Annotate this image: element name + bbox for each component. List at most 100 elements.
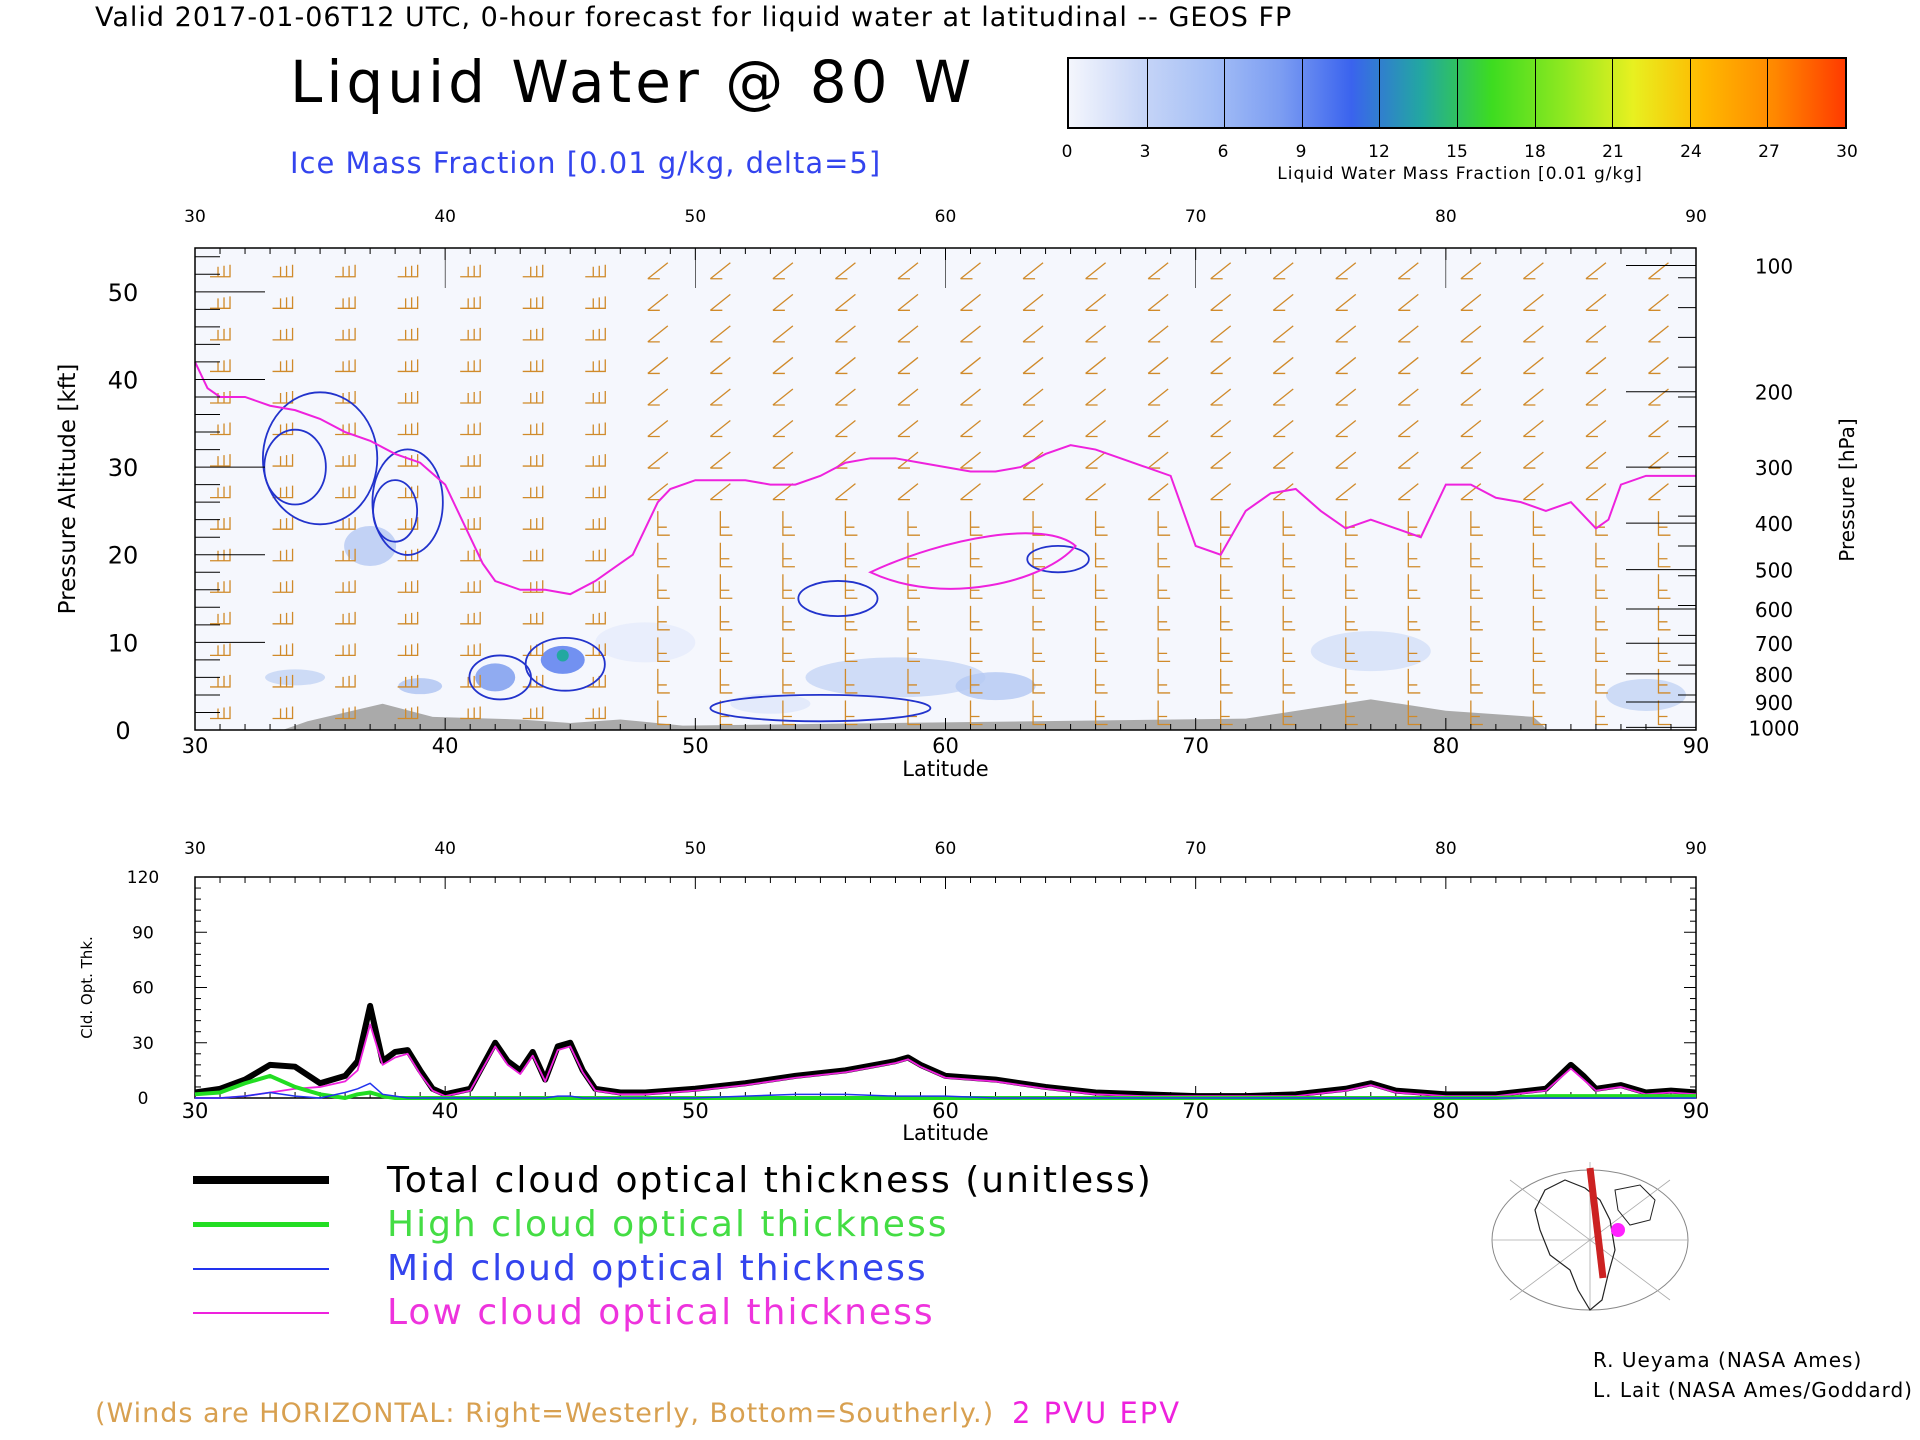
wind-barb [772,262,794,280]
x-tick-label-top: 30 [184,839,206,859]
wind-barb [460,548,481,562]
wind-barb [1147,420,1169,438]
wind-barb [1345,542,1358,568]
wind-barb [1335,262,1357,280]
pressure-tick-label: 900 [1755,691,1793,715]
cloud-blob [955,672,1036,701]
wind-barb [719,511,733,536]
wind-barb [522,706,544,720]
colorbar-tick-label: 21 [1602,142,1624,162]
wind-barb [1522,483,1544,501]
wind-barb [1460,325,1482,343]
wind-barb [1147,356,1169,375]
wind-barb [1470,574,1483,599]
wind-barb [657,605,670,631]
cloud-core [556,649,569,662]
wind-barb [1345,574,1358,599]
wind-barb [1460,262,1482,280]
x-tick-label: 40 [432,1099,459,1123]
cloud-blob [1310,631,1431,672]
ice-contour [372,479,419,543]
wind-barb [1022,388,1044,406]
colorbar-tick-label: 15 [1446,142,1468,162]
wind-barb [1585,388,1607,406]
wind-barb [647,325,669,343]
wind-barb [585,264,606,278]
wind-barb [1210,356,1232,375]
wind-barb [585,485,606,499]
wind-barb [709,388,731,406]
wind-barb [460,327,481,341]
y-axis-label: Pressure Altitude [kft] [55,364,81,615]
legend-swatch-low [193,1312,329,1314]
wind-barb [1335,293,1357,311]
wind-barb [1085,262,1107,280]
y-tick-label: 30 [108,454,139,482]
wind-barb [585,548,606,562]
wind-barb [1585,356,1607,375]
wind-barb [1085,483,1107,501]
pressure-tick-label: 1000 [1749,716,1800,740]
main-title: Liquid Water @ 80 W [290,48,976,116]
wind-barb [782,668,795,694]
wind-barb [1648,420,1669,438]
wind-barb [1335,451,1357,469]
cloud-blob [805,657,986,698]
wind-barb [897,483,919,501]
wind-barb [1460,388,1482,406]
wind-barb [960,420,981,438]
wind-barb [1657,542,1671,568]
wind-barb [1657,668,1671,694]
wind-barb [585,327,606,341]
wind-barb [210,454,231,467]
colorbar-tick-label: 0 [1061,142,1073,162]
wind-barb [1094,605,1108,631]
wind-barb [969,574,983,599]
x-tick-label: 90 [1683,734,1710,758]
colorbar-tick-label: 6 [1217,142,1229,162]
x-tick-label: 50 [682,734,709,758]
wind-barb [335,296,356,309]
wind-barb [1657,700,1671,726]
wind-barb [1407,668,1421,694]
wind-barb [210,264,231,278]
wind-barb [772,356,794,375]
colorbar-divider [1457,59,1458,127]
wind-barb [782,605,795,631]
y-tick-label: 120 [127,868,159,888]
wind-barb [210,580,231,593]
x-tick-label-top: 50 [685,839,707,859]
wind-barb [1210,262,1232,280]
wind-barb [335,454,356,467]
wind-barb [1657,574,1671,599]
legend-label-low: Low cloud optical thickness [387,1292,935,1333]
wind-barb [1272,293,1294,311]
wind-barb [1460,293,1482,311]
colorbar-label: Liquid Water Mass Fraction [0.01 g/kg] [1277,164,1643,184]
wind-barb [460,390,481,404]
y-tick-label: 0 [138,1089,149,1109]
wind-barb [1648,356,1669,375]
wind-barb [460,296,481,309]
x-tick-label: 40 [432,734,459,758]
epv-loop [868,532,1077,590]
wind-barb [969,511,983,536]
locator-marker [1611,1223,1625,1237]
wind-barb [709,356,731,375]
wind-barb [647,356,669,375]
wind-barb [844,511,858,536]
wind-barb [907,511,920,536]
wind-barb [897,388,919,406]
wind-barb [969,542,983,568]
y-tick-label: 90 [132,923,154,943]
ice-contour [797,580,879,618]
wind-barb [782,700,795,726]
wind-barb [1460,420,1482,438]
wind-barb [1532,637,1546,663]
wind-barb [397,706,419,720]
wind-barb [709,325,731,343]
wind-barb [397,296,419,309]
x-tick-label-top: 80 [1435,839,1457,859]
y-tick-label: 40 [108,366,139,394]
wind-barb [522,454,544,467]
